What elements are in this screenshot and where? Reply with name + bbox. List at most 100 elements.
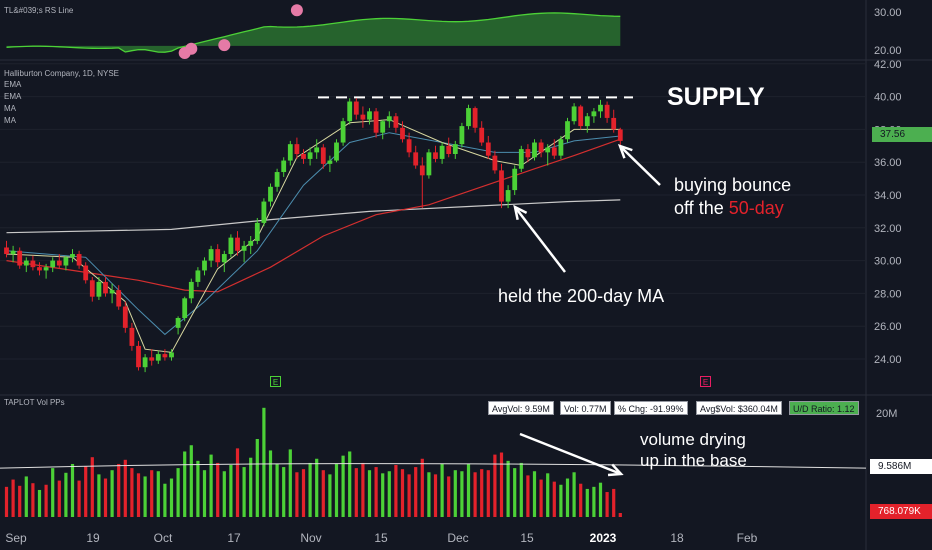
volume-bar (374, 467, 378, 517)
rs-new-high-dot (218, 39, 231, 52)
price-panel-title: Halliburton Company, 1D, NYSE (4, 69, 120, 78)
volume-bar (532, 471, 537, 517)
ma50-line (6, 138, 621, 293)
candle-body (274, 172, 280, 187)
candle-body (459, 126, 465, 145)
volume-bar (486, 470, 490, 517)
candle-body (538, 142, 544, 153)
candle-body (512, 168, 518, 191)
candlesticks[interactable] (4, 98, 623, 373)
candle-body (472, 108, 478, 128)
candle-body (347, 101, 353, 122)
candle-body (50, 260, 56, 268)
volume-bar (493, 454, 497, 517)
volume-bar (321, 470, 325, 517)
volume-bar (348, 451, 352, 517)
candle-body (367, 111, 372, 120)
x-axis-label: 15 (374, 531, 388, 545)
volume-bar (407, 474, 411, 517)
candle-body (142, 357, 148, 368)
volume-panel-title: TAPLOT Vol PPs (4, 398, 65, 407)
volume-bar (44, 484, 48, 517)
volume-bar (592, 486, 596, 517)
price-axis-tick: 42.00 (874, 59, 902, 71)
candle-body (466, 108, 471, 127)
volume-bar (394, 465, 398, 517)
volume-bar (427, 472, 431, 517)
volume-bar (255, 439, 259, 517)
candle-body (426, 152, 432, 176)
volume-bars[interactable] (0, 407, 867, 517)
candle-body (439, 145, 445, 159)
earnings-marker-past[interactable]: E (270, 376, 281, 387)
last-price-label: 37.56 (872, 127, 932, 142)
candle-body (433, 152, 438, 159)
candle-body (155, 354, 161, 361)
candle-body (393, 116, 399, 128)
candle-body (327, 160, 333, 164)
candle-body (525, 149, 531, 158)
volume-bar (361, 462, 365, 517)
x-axis-label: Oct (154, 531, 173, 545)
volume-bar (143, 476, 147, 517)
candle-body (149, 357, 155, 361)
volume-bar (183, 451, 187, 517)
candle-body (281, 160, 287, 173)
candle-body (188, 281, 194, 299)
volume-bar (414, 467, 418, 517)
rs-new-high-dot (290, 4, 303, 17)
candle-body (571, 106, 577, 122)
candle-body (76, 254, 82, 266)
rs-line-panel (6, 4, 621, 60)
candle-body (195, 270, 201, 282)
volume-bar (295, 472, 299, 517)
x-axis-label: Nov (300, 531, 321, 545)
volume-bar (598, 482, 603, 517)
volume-bar (460, 471, 464, 517)
volume-bar (103, 478, 108, 517)
volume-bar (367, 470, 372, 517)
x-axis-label: Sep (5, 531, 27, 545)
volume-bar (341, 455, 345, 517)
earnings-marker-upcoming[interactable]: E (700, 376, 711, 387)
volume-bar (513, 468, 517, 517)
x-axis-label: 17 (227, 531, 241, 545)
candle-body (373, 111, 379, 133)
volume-bar (618, 512, 622, 517)
x-axis-label: 18 (670, 531, 684, 545)
volume-bar (70, 463, 75, 517)
price-axis-tick: 32.00 (874, 223, 902, 235)
volume-bar (315, 458, 319, 517)
stat-vol: Vol: 0.77M (560, 401, 611, 415)
candle-body (301, 154, 306, 159)
candle-body (584, 116, 590, 127)
candle-body (43, 267, 49, 271)
volume-bar (4, 486, 9, 517)
volume-bar (57, 480, 61, 517)
held-arrow-head (513, 204, 528, 220)
volume-bar (275, 463, 279, 517)
ema-fast-line (6, 119, 621, 353)
annotation-arrows (513, 143, 661, 477)
volume-bar (196, 460, 200, 517)
volume-bar (506, 460, 510, 517)
volume-bar (420, 458, 424, 517)
volume-bar (447, 476, 451, 517)
candle-body (261, 201, 267, 223)
candle-body (386, 116, 392, 122)
candle-body (485, 142, 491, 156)
held-arrow (514, 206, 566, 273)
volume-bar (301, 469, 306, 517)
candle-body (499, 170, 504, 202)
candle-body (248, 240, 254, 246)
candle-body (83, 265, 89, 281)
volume-bar (222, 471, 226, 517)
volume-bar (480, 469, 484, 517)
stat-pct-chg: % Chg: -91.99% (614, 401, 688, 415)
candle-body (334, 142, 339, 161)
candle-body (268, 186, 273, 202)
price-axis-tick: 34.00 (874, 190, 902, 202)
volume-bar (585, 488, 589, 517)
candle-body (202, 260, 207, 271)
